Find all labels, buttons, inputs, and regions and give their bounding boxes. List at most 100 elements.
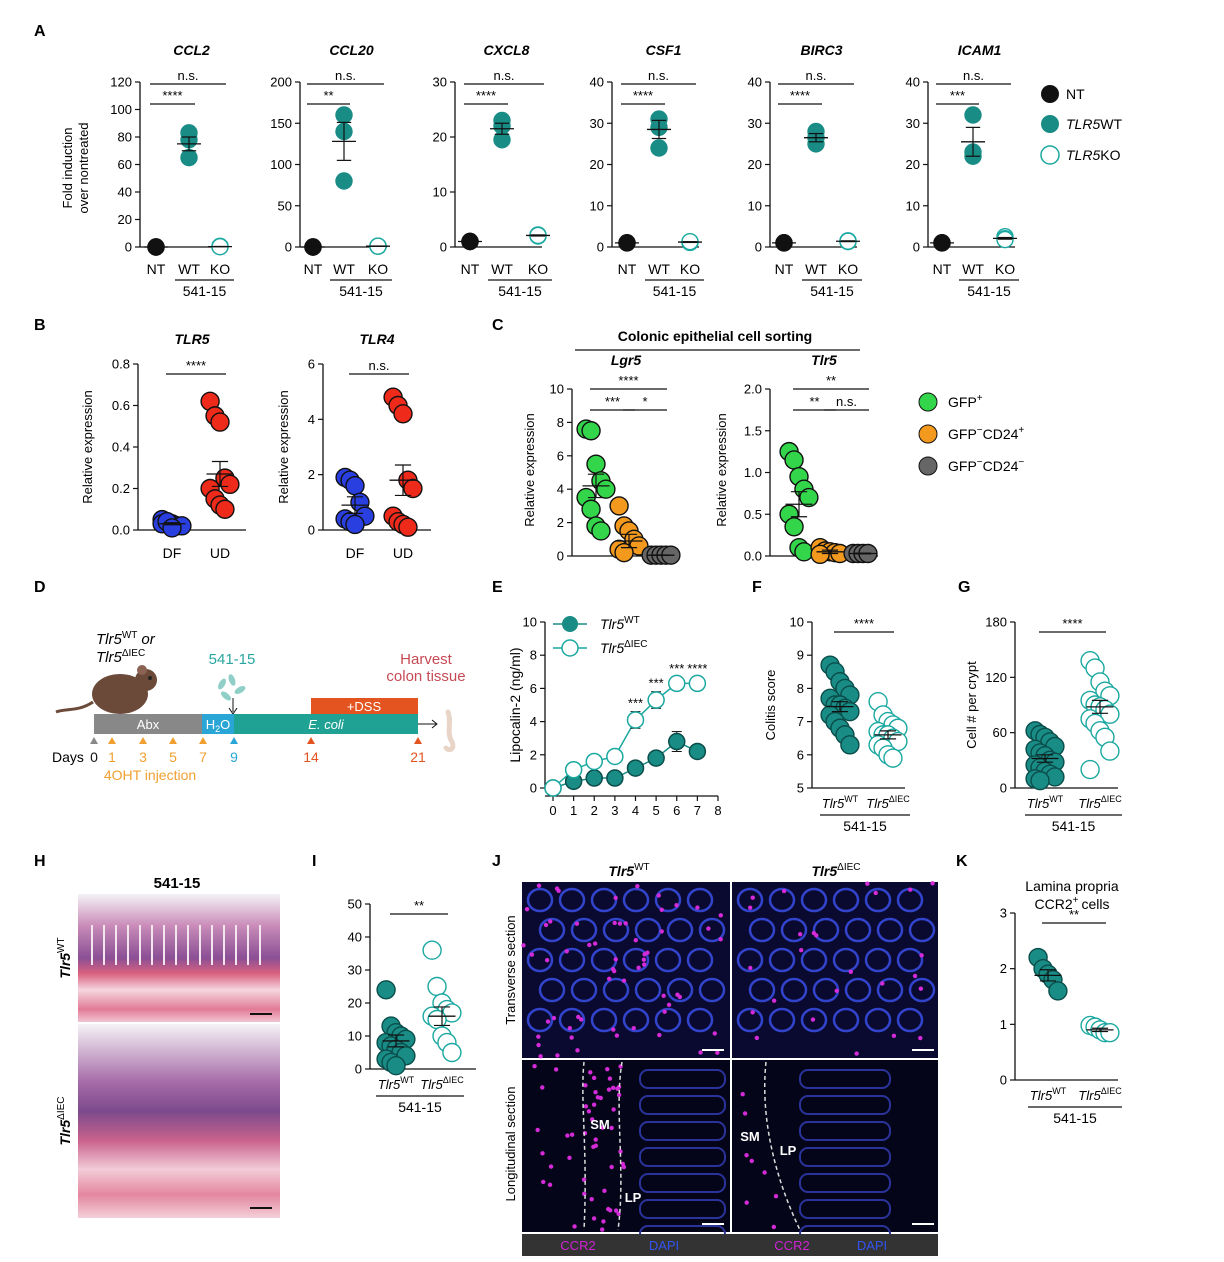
crypt xyxy=(768,887,796,913)
category-label: WT xyxy=(333,261,355,277)
ccr2-cell xyxy=(616,1092,622,1098)
sig-label: **** xyxy=(618,373,638,388)
crypt xyxy=(602,917,630,943)
data-point xyxy=(1100,741,1120,761)
crypt xyxy=(768,947,796,973)
sig-label: *** xyxy=(649,676,664,691)
ccr2-cell xyxy=(607,1076,613,1081)
crypt-long xyxy=(639,1069,726,1089)
ccr2-cell xyxy=(605,1066,610,1072)
y-tick-label: 10 xyxy=(790,615,804,630)
sig-label: **** xyxy=(1062,616,1082,631)
ccr2-cell xyxy=(641,957,647,962)
group-label: 541-15 xyxy=(498,283,542,299)
chart-a1: 0 20 40 60 80 100 120 CCL2 NT WT KO 541-15 **** n.s. xyxy=(110,42,234,299)
crypt xyxy=(558,947,586,973)
sig-label: n.s. xyxy=(963,68,984,83)
category-label: NT xyxy=(147,261,166,277)
ccr2-cell xyxy=(773,1194,779,1199)
panel-e-label: E xyxy=(492,579,503,596)
day-marker xyxy=(414,737,422,744)
legend-ko-marker xyxy=(1040,145,1060,165)
crypt xyxy=(526,887,554,913)
ccr2-cell xyxy=(591,1216,597,1221)
colon-icon xyxy=(443,709,456,753)
panel-e-ylabel: Lipocalin-2 (ng/ml) xyxy=(507,647,523,762)
sig-label: n.s. xyxy=(648,68,669,83)
category-label: WT xyxy=(491,261,513,277)
y-tick-label: 0 xyxy=(440,240,447,255)
sm-boundary-ko xyxy=(763,1061,801,1231)
data-point xyxy=(591,521,611,541)
y-tick-label: 10 xyxy=(433,185,447,200)
day-marker xyxy=(108,737,116,744)
y-tick-label: 20 xyxy=(906,157,920,172)
chart-title: ICAM1 xyxy=(958,42,1002,58)
y-tick-label: 2 xyxy=(308,467,315,482)
y-tick-label: 60 xyxy=(993,725,1007,740)
if-ccr2-label-1: CCR2 xyxy=(560,1238,595,1253)
if-ccr2-label-2: CCR2 xyxy=(774,1238,809,1253)
crypt xyxy=(896,947,924,973)
chart-a5: 0 10 20 30 40 BIRC3 NT WT KO 541-15 **** n.s. xyxy=(748,42,862,299)
crypt xyxy=(800,947,828,973)
ccr2-cell xyxy=(564,949,569,954)
ccr2-cell xyxy=(919,953,924,958)
histology-row-2-label: Tlr5ΔIEC xyxy=(56,1096,73,1145)
abx-bar xyxy=(94,714,202,734)
histology-row-1-label: Tlr5WT xyxy=(56,937,73,978)
data-point xyxy=(626,759,645,777)
ccr2-cell xyxy=(912,973,918,979)
data-point xyxy=(335,172,353,190)
data-point xyxy=(883,748,903,768)
category-label: NT xyxy=(775,261,794,277)
panel-k-label: K xyxy=(956,853,968,870)
ccr2-cell xyxy=(575,1048,580,1053)
data-point xyxy=(376,980,396,1000)
ccr2-cell xyxy=(521,943,526,948)
sig-label: n.s. xyxy=(335,68,356,83)
ccr2-cell xyxy=(718,936,723,942)
abx-label: Abx xyxy=(137,717,160,732)
data-point xyxy=(614,542,634,563)
day-marker xyxy=(230,737,238,744)
legend-cd24n-label: GFP−CD24− xyxy=(948,457,1024,474)
ccr2-cell xyxy=(588,1070,593,1075)
data-point xyxy=(422,940,442,960)
panel-a-legend: NT TLR5WT TLR5KO xyxy=(1040,85,1122,165)
data-point xyxy=(784,517,804,537)
ccr2-cell xyxy=(613,1208,619,1213)
chart-g: 0 60 120 180 Tlr5WT Tlr5ΔIEC 541-15 **** xyxy=(985,615,1122,835)
category-label: NT xyxy=(304,261,323,277)
ccr2-cell xyxy=(662,1009,667,1014)
panel-j-row-2: Longitudinal section xyxy=(503,1087,518,1202)
data-point xyxy=(1100,704,1120,724)
group-label: 541-15 xyxy=(967,283,1011,299)
category-label: NT xyxy=(618,261,637,277)
ccr2-cell xyxy=(545,1019,551,1024)
x-tick-label: 5 xyxy=(653,803,660,818)
crypt xyxy=(686,1007,714,1033)
ccr2-cell xyxy=(698,1050,703,1055)
y-tick-label: 4 xyxy=(530,714,537,729)
ccr2-cell xyxy=(587,942,592,948)
ccr2-cell xyxy=(633,937,638,943)
y-tick-label: 40 xyxy=(118,185,132,200)
y-tick-label: 20 xyxy=(118,212,132,227)
ccr2-cell xyxy=(661,993,666,999)
ccr2-cell xyxy=(536,1034,541,1039)
data-point xyxy=(650,139,668,157)
sig-label: ** xyxy=(826,373,836,388)
panel-a-label: A xyxy=(34,23,46,40)
data-point xyxy=(398,517,418,537)
data-point xyxy=(581,499,601,519)
ccr2-cell xyxy=(623,921,628,926)
chart-title: Lgr5 xyxy=(611,352,642,368)
ccr2-cell xyxy=(547,1182,553,1188)
if-legend-bar xyxy=(522,1234,938,1256)
day-label: 3 xyxy=(139,749,147,765)
crypt xyxy=(634,977,662,1003)
ccr2-cell xyxy=(659,907,664,913)
y-tick-label: 6 xyxy=(557,448,564,463)
y-tick-label: 0 xyxy=(285,240,292,255)
